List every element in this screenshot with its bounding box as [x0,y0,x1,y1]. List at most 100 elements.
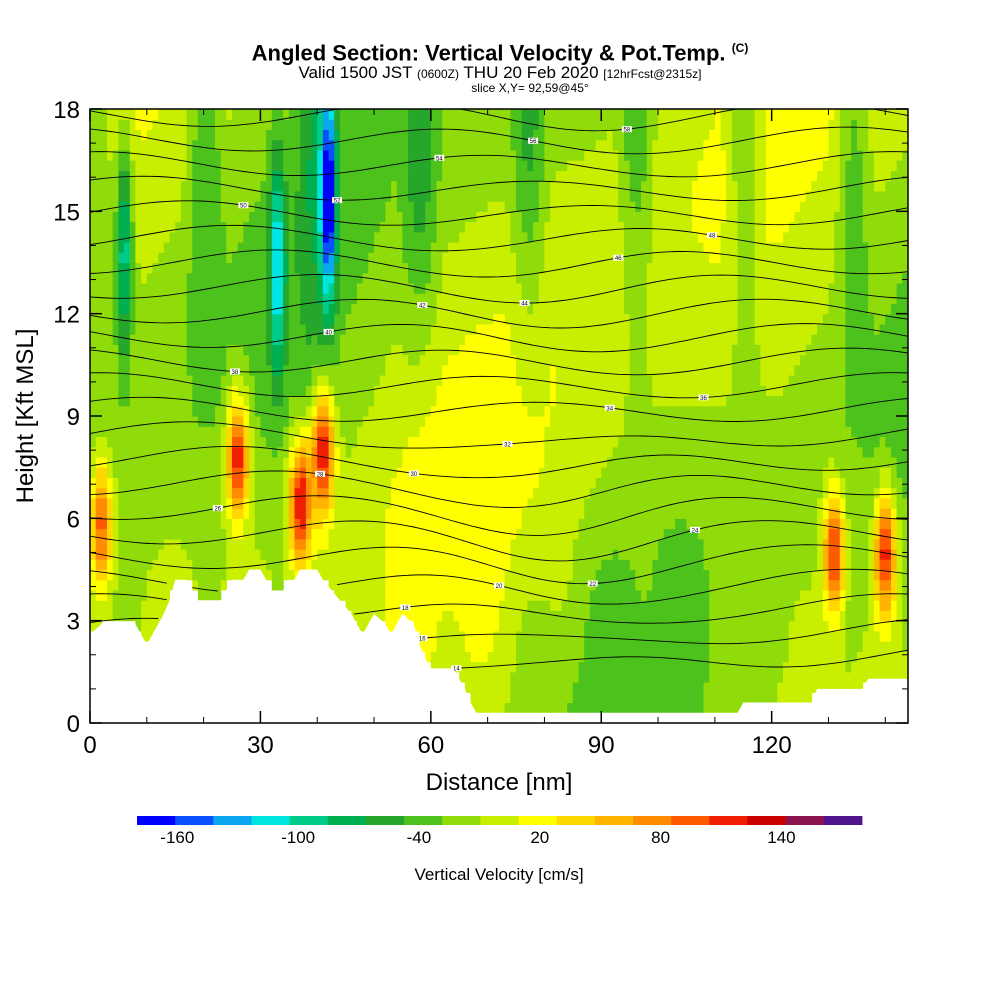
velocity-cell [504,692,511,704]
velocity-cell [544,497,551,509]
velocity-cell [550,149,557,161]
velocity-cell [612,231,619,243]
velocity-cell [322,518,330,530]
velocity-cell [220,201,227,212]
velocity-cell [90,242,97,253]
velocity-cell [129,364,137,376]
velocity-cell [425,313,432,325]
velocity-cell [493,477,500,489]
velocity-cell [152,221,159,233]
velocity-cell [124,559,131,571]
velocity-cell [197,416,205,427]
velocity-cell [567,590,574,601]
velocity-cell [95,201,102,212]
velocity-cell [601,375,608,386]
velocity-cell [379,344,386,356]
velocity-cell [152,456,159,468]
velocity-cell [311,426,318,437]
velocity-cell [351,231,358,243]
velocity-cell [459,405,466,417]
velocity-cell [374,344,381,356]
velocity-cell [374,497,381,509]
velocity-cell [271,477,279,489]
velocity-cell [453,651,460,663]
velocity-cell [277,129,284,141]
velocity-cell [612,538,619,550]
velocity-cell [476,446,483,458]
velocity-cell [606,303,614,315]
velocity-cell [243,139,250,151]
velocity-cell [470,211,477,223]
velocity-cell [152,467,159,478]
velocity-cell [163,242,171,253]
velocity-cell [572,190,580,202]
velocity-cell [561,303,568,315]
velocity-cell [567,702,574,714]
velocity-cell [629,671,636,683]
velocity-cell [408,528,415,540]
velocity-cell [322,242,330,253]
velocity-cell [152,109,159,120]
velocity-cell [294,456,301,468]
velocity-cell [453,109,460,120]
velocity-cell [135,231,142,243]
velocity-cell [419,262,426,274]
velocity-cell [379,119,386,130]
velocity-cell [624,190,631,202]
velocity-cell [277,293,284,304]
velocity-cell [220,149,227,161]
velocity-cell [209,405,216,417]
velocity-cell [550,590,557,601]
velocity-cell [215,497,222,509]
velocity-cell [527,692,534,704]
velocity-cell [430,641,438,652]
velocity-cell [180,211,188,223]
velocity-cell [527,190,534,202]
velocity-cell [163,549,171,560]
velocity-cell [578,702,585,714]
velocity-cell [311,467,318,478]
velocity-cell [510,508,517,519]
velocity-cell [317,385,324,397]
velocity-cell [606,487,614,499]
velocity-cell [322,549,330,560]
velocity-cell [419,323,426,335]
velocity-cell [226,436,233,448]
velocity-cell [283,528,290,540]
velocity-cell [589,252,597,264]
velocity-cell [368,344,375,356]
velocity-cell [362,334,369,345]
velocity-cell [464,436,472,448]
velocity-cell [413,497,421,509]
velocity-cell [362,497,369,509]
velocity-cell [180,364,188,376]
velocity-cell [510,620,517,632]
velocity-cell [317,170,324,182]
velocity-cell [589,293,597,304]
velocity-cell [300,272,307,284]
velocity-cell [516,405,523,417]
velocity-cell [277,231,284,243]
velocity-cell [470,426,477,437]
velocity-cell [595,579,602,591]
velocity-cell [391,242,398,253]
velocity-cell [339,109,347,120]
velocity-cell [464,661,472,673]
velocity-cell [527,559,534,571]
velocity-cell [339,579,347,591]
velocity-cell [419,590,426,601]
velocity-cell [464,334,472,345]
velocity-cell [482,671,489,683]
velocity-cell [408,201,415,212]
velocity-cell [101,221,108,233]
velocity-cell [220,323,227,335]
velocity-cell [527,702,534,714]
velocity-cell [141,293,148,304]
velocity-cell [544,671,551,683]
velocity-cell [322,221,330,233]
velocity-cell [510,375,517,386]
velocity-cell [493,549,500,560]
velocity-cell [345,119,352,130]
velocity-cell [470,436,477,448]
velocity-cell [578,180,585,192]
